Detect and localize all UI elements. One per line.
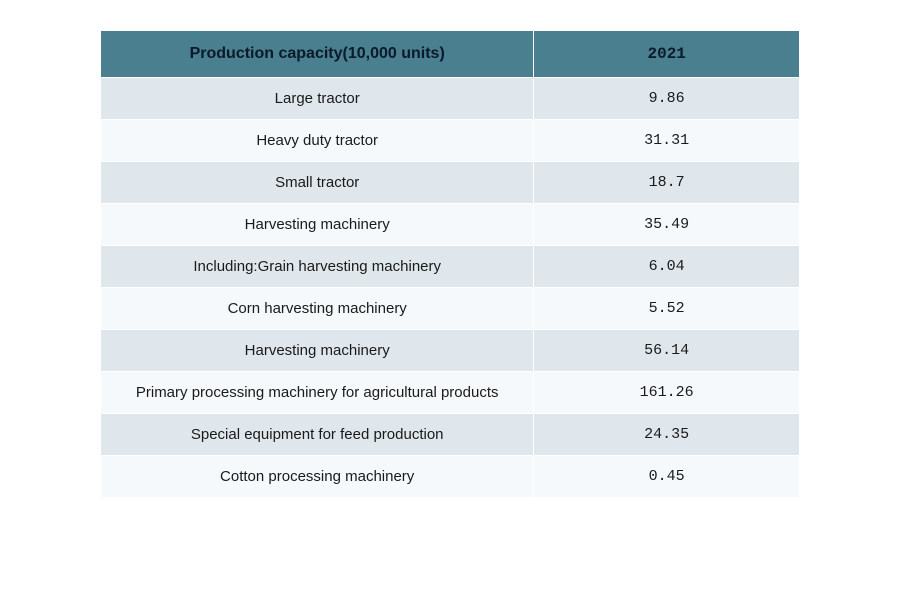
row-value: 56.14 [534,330,800,372]
header-value: 2021 [534,31,800,78]
row-label: Corn harvesting machinery [101,288,534,330]
header-label: Production capacity(10,000 units) [101,31,534,78]
table-body: Large tractor 9.86 Heavy duty tractor 31… [101,78,800,498]
table-row: Primary processing machinery for agricul… [101,372,800,414]
table-row: Harvesting machinery 35.49 [101,204,800,246]
table-header-row: Production capacity(10,000 units) 2021 [101,31,800,78]
table-row: Cotton processing machinery 0.45 [101,456,800,498]
row-value: 9.86 [534,78,800,120]
row-value: 31.31 [534,120,800,162]
row-label: Including:Grain harvesting machinery [101,246,534,288]
row-value: 161.26 [534,372,800,414]
table-row: Including:Grain harvesting machinery 6.0… [101,246,800,288]
row-label: Special equipment for feed production [101,414,534,456]
table-row: Heavy duty tractor 31.31 [101,120,800,162]
row-label: Small tractor [101,162,534,204]
table-row: Corn harvesting machinery 5.52 [101,288,800,330]
row-label: Heavy duty tractor [101,120,534,162]
row-label: Harvesting machinery [101,204,534,246]
table-row: Large tractor 9.86 [101,78,800,120]
table-row: Harvesting machinery 56.14 [101,330,800,372]
row-value: 6.04 [534,246,800,288]
row-label: Cotton processing machinery [101,456,534,498]
row-label: Large tractor [101,78,534,120]
row-label: Primary processing machinery for agricul… [101,372,534,414]
production-capacity-table: Production capacity(10,000 units) 2021 L… [100,30,800,498]
row-value: 5.52 [534,288,800,330]
row-value: 35.49 [534,204,800,246]
table-row: Special equipment for feed production 24… [101,414,800,456]
table-row: Small tractor 18.7 [101,162,800,204]
row-value: 0.45 [534,456,800,498]
row-value: 18.7 [534,162,800,204]
row-value: 24.35 [534,414,800,456]
row-label: Harvesting machinery [101,330,534,372]
